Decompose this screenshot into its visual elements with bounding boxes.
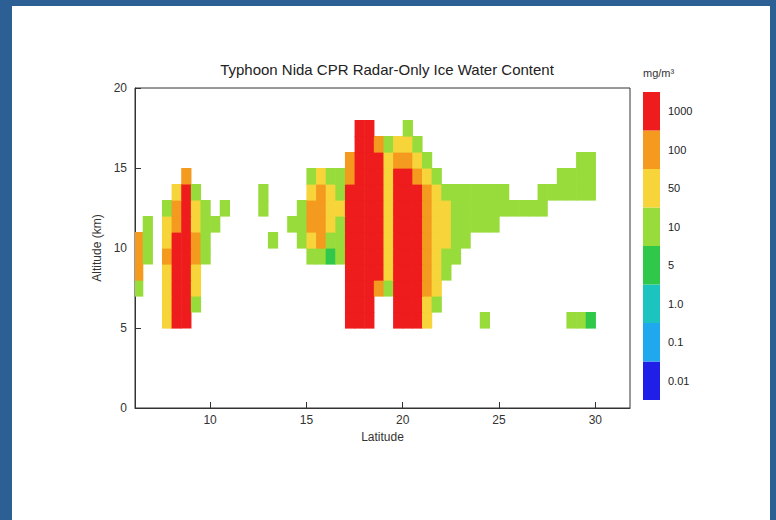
svg-text:30: 30 [589, 413, 603, 427]
svg-text:100: 100 [668, 144, 686, 156]
svg-text:20: 20 [396, 413, 410, 427]
svg-text:50: 50 [668, 182, 680, 194]
svg-text:20: 20 [114, 81, 128, 95]
svg-text:5: 5 [120, 321, 127, 335]
svg-text:0.01: 0.01 [668, 375, 689, 387]
svg-text:Typhoon Nida CPR Radar-Only Ic: Typhoon Nida CPR Radar-Only Ice Water Co… [220, 61, 555, 78]
svg-text:5: 5 [668, 259, 674, 271]
svg-text:Altitude (km): Altitude (km) [90, 214, 104, 281]
svg-text:10: 10 [668, 221, 680, 233]
svg-text:25: 25 [492, 413, 506, 427]
svg-text:Latitude: Latitude [361, 430, 404, 444]
svg-text:10: 10 [114, 241, 128, 255]
svg-text:15: 15 [300, 413, 314, 427]
svg-text:1.0: 1.0 [668, 298, 683, 310]
svg-text:0: 0 [120, 401, 127, 415]
svg-text:15: 15 [114, 161, 128, 175]
svg-text:10: 10 [203, 413, 217, 427]
svg-text:1000: 1000 [668, 105, 692, 117]
svg-text:mg/m³: mg/m³ [643, 67, 675, 79]
svg-text:0.1: 0.1 [668, 336, 683, 348]
